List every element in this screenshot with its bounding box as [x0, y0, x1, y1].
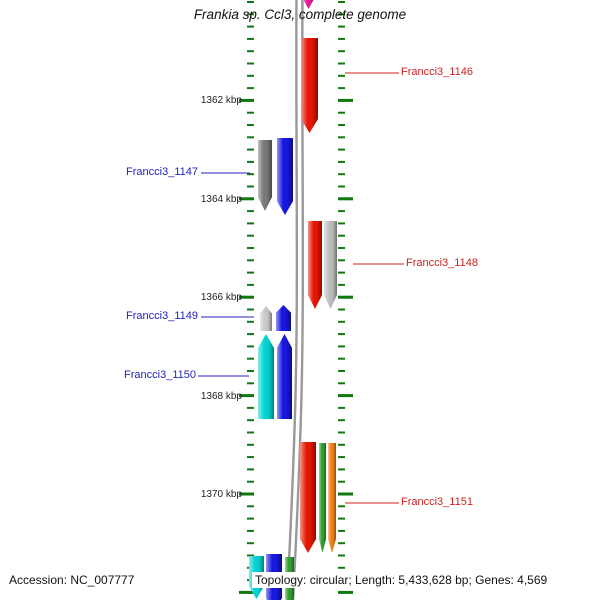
- gene-Francci3_1147-gray[interactable]: [258, 140, 272, 211]
- gene-Francci3_1148-gray[interactable]: [324, 221, 337, 309]
- gene-Francci3_1150-cyan[interactable]: [258, 334, 274, 419]
- axis-tick-label: 1364 kbp: [200, 194, 242, 205]
- gene-label-Francci3_1151[interactable]: Francci3_1151: [401, 496, 473, 508]
- gene-Francci3_1150-blue[interactable]: [277, 334, 292, 419]
- page-title: Frankia sp. Ccl3, complete genome: [193, 7, 407, 22]
- gene-label-Francci3_1149[interactable]: Francci3_1149: [126, 310, 198, 322]
- gene-label-Francci3_1150[interactable]: Francci3_1150: [124, 369, 196, 381]
- gene-Francci3_1146[interactable]: [301, 38, 318, 133]
- gene-Francci3_1151-orange[interactable]: [328, 443, 336, 553]
- gene-Francci3_1148-red[interactable]: [308, 221, 322, 309]
- axis-tick-label: 1370 kbp: [200, 489, 242, 500]
- gene-Francci3_1149-blue[interactable]: [276, 305, 291, 331]
- backbone-line: [285, 0, 299, 600]
- gene-Francci3_1149-gray[interactable]: [260, 306, 272, 331]
- status-topology: Topology: circular; Length: 5,433,628 bp…: [252, 572, 551, 588]
- gene-Francci3_1151-green[interactable]: [319, 443, 326, 553]
- axis-tick-label: 1362 kbp: [200, 95, 242, 106]
- axis-tick-label: 1368 kbp: [200, 391, 242, 402]
- gene-label-Francci3_1148[interactable]: Francci3_1148: [406, 257, 478, 269]
- gene-label-Francci3_1146[interactable]: Francci3_1146: [401, 66, 473, 78]
- gene-label-Francci3_1147[interactable]: Francci3_1147: [126, 166, 198, 178]
- gene-Francci3_1147-blue[interactable]: [277, 138, 293, 215]
- gene-Francci3_1151-red[interactable]: [300, 442, 316, 553]
- status-accession: Accession: NC_007777: [6, 572, 138, 588]
- axis-tick-label: 1366 kbp: [200, 292, 242, 303]
